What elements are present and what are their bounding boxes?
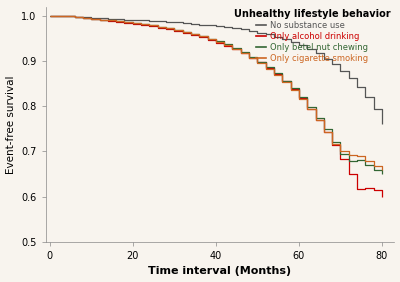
- Y-axis label: Event-free survival: Event-free survival: [6, 75, 16, 174]
- Legend: No substance use, Only alcohol drinking, Only betel nut chewing, Only cigarette : No substance use, Only alcohol drinking,…: [230, 5, 394, 66]
- X-axis label: Time interval (Months): Time interval (Months): [148, 266, 292, 276]
